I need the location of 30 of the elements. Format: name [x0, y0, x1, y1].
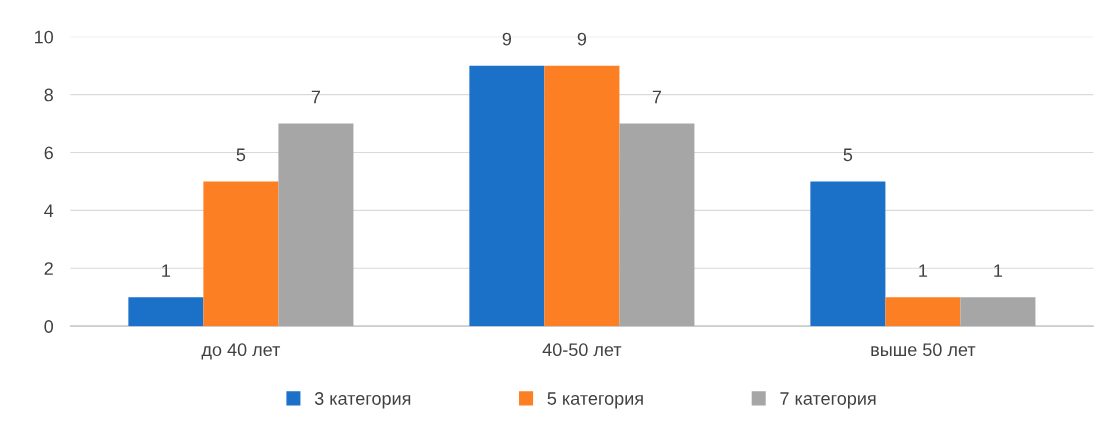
bar: [469, 65, 545, 327]
legend-label: 7 категория: [780, 392, 876, 409]
data-label: 1: [994, 264, 1003, 277]
data-label: 9: [577, 32, 587, 46]
y-tick-label: 10: [35, 30, 54, 44]
bar: [885, 297, 961, 327]
bar: [810, 181, 886, 327]
y-tick-label: 2: [44, 262, 53, 275]
data-label: 7: [311, 90, 321, 104]
data-label: 7: [652, 90, 662, 104]
data-label: 5: [843, 148, 853, 162]
bar: [128, 297, 204, 327]
x-tick-label: 40-50 лет: [542, 343, 622, 357]
data-label: 1: [919, 264, 928, 277]
bar: [203, 181, 279, 327]
x-tick-label: до 40 лет: [201, 343, 281, 360]
y-tick-label: 8: [44, 88, 53, 102]
data-label: 5: [236, 148, 246, 162]
bar: [619, 123, 695, 327]
legend-label: 5 категория: [547, 392, 643, 409]
x-tick-label: выше 50 лет: [871, 343, 976, 357]
y-tick-label: 0: [44, 320, 54, 333]
bar: [278, 123, 354, 327]
legend-label: 3 категория: [314, 392, 411, 409]
y-tick-label: 4: [44, 204, 54, 217]
data-label: 1: [162, 264, 171, 277]
bar: [960, 297, 1036, 327]
y-tick-label: 6: [44, 146, 53, 160]
data-label: 9: [502, 32, 512, 46]
bar: [544, 65, 620, 327]
